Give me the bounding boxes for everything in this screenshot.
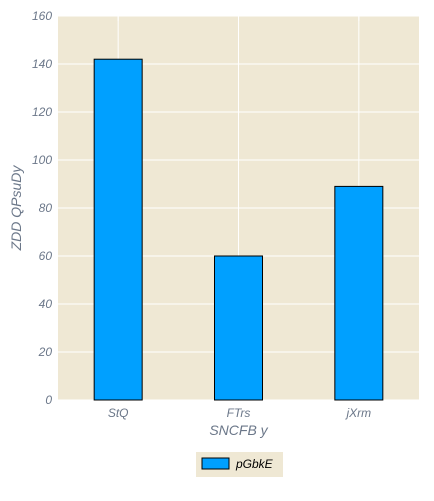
legend-swatch: [202, 458, 229, 469]
x-tick-label: FTrs: [227, 406, 251, 420]
x-axis-label: SNCFB y: [209, 422, 268, 438]
y-axis-label: ZDD QPsuDy: [8, 165, 24, 252]
y-tick-label: 140: [32, 57, 52, 71]
y-tick-label: 80: [39, 201, 53, 215]
y-tick-label: 20: [38, 345, 53, 359]
y-tick-label: 160: [32, 9, 52, 23]
y-tick-label: 60: [39, 249, 53, 263]
y-tick-label: 100: [32, 153, 52, 167]
bar-FTrs: [215, 256, 263, 400]
y-tick-label: 120: [32, 105, 52, 119]
legend: pGbkE: [196, 452, 283, 477]
y-tick-label: 0: [45, 393, 52, 407]
legend-label: pGbkE: [235, 457, 274, 471]
x-tick-label: StQ: [108, 406, 129, 420]
bar-StQ: [94, 59, 142, 400]
y-tick-label: 40: [39, 297, 53, 311]
bar-jXrm: [335, 186, 383, 400]
x-tick-label: jXrm: [344, 406, 371, 420]
